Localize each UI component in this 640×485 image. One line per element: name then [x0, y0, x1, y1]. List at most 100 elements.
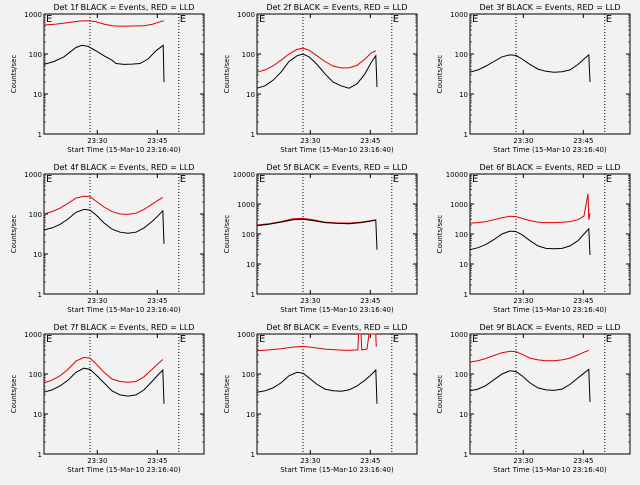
series-events-line [256, 368, 378, 404]
series-events-line [469, 53, 591, 83]
x-tick-label: 23:45 [147, 137, 167, 145]
x-axis-label: Start Time (15-Mar-10 23:16:40) [280, 466, 394, 474]
top-marker-start: E [46, 14, 52, 25]
x-tick-label: 23:30 [300, 137, 320, 145]
x-tick-label: 23:30 [300, 297, 320, 305]
x-axis-label: Start Time (15-Mar-10 23:16:40) [67, 466, 181, 474]
top-marker-end: E [393, 334, 399, 345]
plot-frame [469, 173, 631, 295]
x-axis-label: Start Time (15-Mar-10 23:16:40) [280, 306, 394, 314]
x-tick-label: 23:45 [147, 297, 167, 305]
panel-det-8: Det 8f BLACK = Events, RED = LLD 1 10 100 10… [223, 323, 418, 474]
y-tick-label: 10 [459, 411, 468, 419]
y-tick-label: 1000 [237, 331, 255, 339]
y-tick-label: 1 [251, 131, 255, 139]
y-tick-label: 10 [33, 91, 42, 99]
series-lld-line [43, 356, 164, 384]
x-tick-label: 23:30 [87, 457, 107, 465]
x-tick-label: 23:30 [513, 457, 533, 465]
x-axis-label: Start Time (15-Mar-10 23:16:40) [493, 306, 607, 314]
plot-frame [256, 173, 418, 295]
y-tick-label: 1 [251, 451, 255, 459]
x-tick-label: 23:30 [513, 137, 533, 145]
x-tick-label: 23:45 [147, 457, 167, 465]
top-marker-end: E [180, 14, 186, 25]
top-marker-start: E [472, 334, 478, 345]
x-tick-label: 23:45 [573, 457, 593, 465]
series-events-line [43, 367, 165, 404]
panel-title: Det 4f BLACK = Events, RED = LLD [53, 163, 194, 172]
top-marker-start: E [259, 334, 265, 345]
y-tick-label: 1 [251, 291, 255, 299]
series-lld-line [256, 47, 377, 73]
y-tick-label: 1000 [24, 331, 42, 339]
y-axis-label: Counts/sec [436, 215, 444, 254]
plot-frame [43, 173, 205, 295]
x-tick-label: 23:45 [360, 297, 380, 305]
series-lld-line [256, 217, 376, 226]
x-tick-label: 23:45 [360, 137, 380, 145]
top-marker-start: E [472, 14, 478, 25]
plot-frame [469, 13, 631, 135]
top-marker-start: E [259, 174, 265, 185]
y-tick-label: 100 [242, 231, 255, 239]
x-tick-label: 23:30 [513, 297, 533, 305]
top-marker-end: E [393, 174, 399, 185]
panel-title: Det 3f BLACK = Events, RED = LLD [479, 3, 620, 12]
top-marker-end: E [393, 14, 399, 25]
top-marker-end: E [606, 334, 612, 345]
y-axis-label: Counts/sec [223, 375, 231, 414]
panel-title: Det 2f BLACK = Events, RED = LLD [266, 3, 407, 12]
y-axis-label: Counts/sec [10, 55, 18, 94]
y-tick-label: 100 [29, 211, 42, 219]
plot-frame [469, 333, 631, 455]
x-axis-label: Start Time (15-Mar-10 23:16:40) [67, 146, 181, 154]
panel-det-1: Det 1f BLACK = Events, RED = LLD 1 10 100 10… [10, 3, 205, 154]
series-events-line [469, 227, 591, 256]
series-events-line [469, 368, 591, 403]
x-axis-label: Start Time (15-Mar-10 23:16:40) [280, 146, 394, 154]
x-tick-label: 23:30 [87, 137, 107, 145]
y-tick-label: 1000 [450, 331, 468, 339]
panel-title: Det 8f BLACK = Events, RED = LLD [266, 323, 407, 332]
panel-det-7: Det 7f BLACK = Events, RED = LLD 1 10 100 10… [10, 323, 205, 474]
y-tick-label: 100 [242, 371, 255, 379]
y-tick-label: 1000 [24, 11, 42, 19]
y-tick-label: 10 [33, 251, 42, 259]
y-tick-label: 100 [455, 371, 468, 379]
y-axis-label: Counts/sec [10, 215, 18, 254]
y-tick-label: 1 [464, 131, 468, 139]
panel-det-5: Det 5f BLACK = Events, RED = LLD 1 10 100 10… [223, 163, 418, 314]
x-axis-label: Start Time (15-Mar-10 23:16:40) [67, 306, 181, 314]
plot-frame [256, 333, 418, 455]
series-lld-line [469, 349, 589, 363]
series-events-line [256, 218, 378, 250]
plot-frame [256, 13, 418, 135]
y-tick-label: 10000 [233, 171, 255, 179]
series-lld-line [469, 193, 591, 224]
top-marker-start: E [259, 14, 265, 25]
series-events-line [256, 53, 378, 89]
top-marker-end: E [180, 174, 186, 185]
x-tick-label: 23:30 [87, 297, 107, 305]
y-tick-label: 1000 [237, 11, 255, 19]
top-marker-start: E [472, 174, 478, 185]
x-axis-label: Start Time (15-Mar-10 23:16:40) [493, 146, 607, 154]
top-marker-end: E [180, 334, 186, 345]
y-tick-label: 1000 [24, 171, 42, 179]
x-tick-label: 23:45 [573, 297, 593, 305]
y-tick-label: 100 [29, 371, 42, 379]
y-axis-label: Counts/sec [223, 215, 231, 254]
y-tick-label: 1 [464, 451, 468, 459]
plot-frame [43, 13, 205, 135]
y-tick-label: 10 [459, 261, 468, 269]
series-events-line [43, 208, 165, 244]
y-tick-label: 10000 [446, 171, 468, 179]
top-marker-end: E [606, 174, 612, 185]
plot-frame [43, 333, 205, 455]
y-tick-label: 1 [38, 131, 42, 139]
y-tick-label: 10 [459, 91, 468, 99]
series-lld-line [43, 20, 165, 27]
